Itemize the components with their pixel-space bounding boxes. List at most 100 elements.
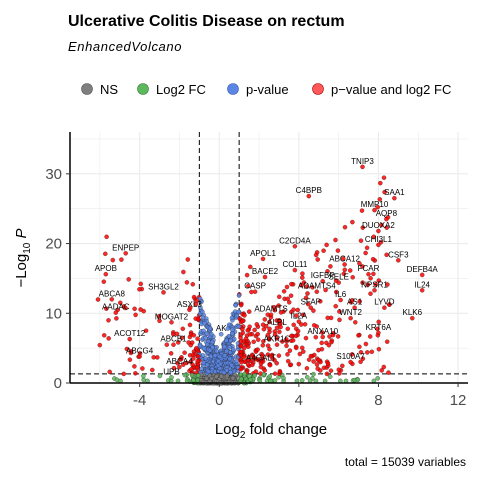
data-point [200,315,206,321]
data-point [353,320,358,325]
data-point [228,369,233,375]
data-point [300,312,306,318]
data-point [296,319,302,324]
data-point [335,334,341,339]
data-point [368,291,373,296]
y-tick-label: 0 [54,375,62,392]
data-point [238,339,244,344]
data-point [350,275,355,280]
data-point [300,275,305,280]
data-point [375,204,380,210]
data-point [194,364,200,370]
data-point [381,364,387,370]
data-point [191,356,196,361]
data-point [314,289,320,294]
gene-label: S100A7 [336,352,365,361]
data-point [382,189,387,195]
data-point [274,325,280,331]
data-point [140,366,145,371]
data-point [240,318,245,324]
data-point [272,307,278,313]
data-point [260,343,266,348]
data-point [320,278,325,284]
data-point [363,250,368,256]
gene-label: ABCB1 [160,335,187,344]
gene-label: ACOT12 [114,329,146,338]
gene-label: CASP [244,282,266,291]
data-point [245,362,251,367]
data-point [333,237,338,243]
data-point [124,346,130,352]
data-point [242,313,247,318]
data-point [247,324,252,329]
data-point [367,334,373,339]
data-point [280,339,285,344]
data-point [313,334,319,340]
data-point [262,274,268,280]
data-point [121,371,127,377]
data-point [372,207,377,213]
data-point [352,305,357,310]
data-point [319,330,325,335]
data-point [419,272,425,278]
data-point [340,363,345,369]
legend-label-log2fc: Log2 FC [156,82,206,97]
data-point [118,300,123,306]
data-point [214,348,220,354]
data-point [387,302,392,307]
data-point [297,351,303,357]
data-point [348,359,353,365]
data-point [210,345,215,350]
data-point [195,316,201,322]
chart-title: Ulcerative Colitis Disease on rectum [68,13,345,30]
data-point [239,376,244,382]
data-point [304,284,310,289]
data-point [365,282,371,287]
data-point [177,364,182,370]
data-point [199,299,204,305]
data-point [248,377,253,382]
data-point [187,322,193,328]
data-point [269,352,275,358]
data-point [284,284,290,290]
data-point [184,280,190,285]
data-point [289,281,294,287]
data-point [304,366,310,371]
x-axis-label: Log2 fold change [215,421,327,441]
data-point [157,373,163,379]
data-point [200,353,206,358]
data-point [363,341,369,347]
data-point [185,257,191,262]
data-point [104,306,109,311]
data-point [226,322,232,328]
data-point [201,360,207,365]
data-point [303,335,309,341]
data-point [231,347,236,352]
x-tick-label: 4 [295,392,303,409]
data-point [358,350,364,355]
data-point [245,357,250,363]
data-point [260,256,266,262]
data-point [368,276,373,281]
data-point [265,332,271,338]
data-point [180,326,186,332]
gene-label: SFAP [301,298,321,307]
data-point [195,373,201,378]
data-point [188,342,193,348]
data-point [366,271,371,277]
data-point [106,336,111,341]
data-point [255,357,260,362]
data-point [230,331,235,336]
gene-label: APOB [95,264,117,273]
gene-label: LYVD [374,298,395,307]
data-point [248,264,253,270]
data-point [372,288,377,293]
data-point [376,228,381,234]
data-point [209,331,214,337]
data-point [341,256,346,261]
data-point [337,317,342,323]
gene-label: SH3GL2 [148,282,179,291]
data-point [293,333,299,339]
data-point [385,282,390,287]
